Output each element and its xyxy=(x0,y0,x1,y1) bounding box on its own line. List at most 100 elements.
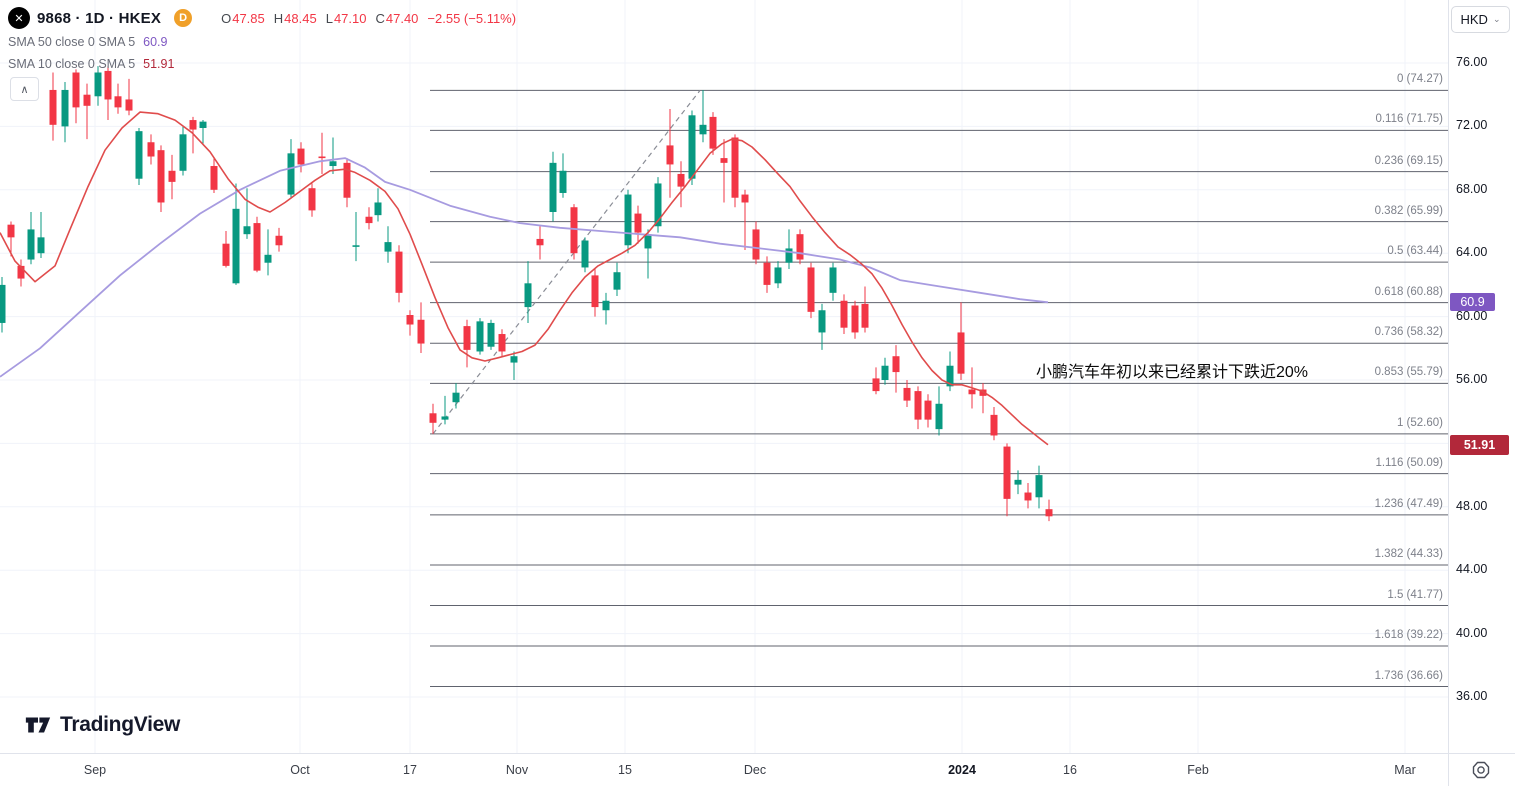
candle xyxy=(179,134,187,171)
time-axis-label: Oct xyxy=(290,763,310,777)
indicator-legend-sma10[interactable]: SMA 10 close 0 SMA 5 51.91 xyxy=(8,57,174,71)
open-value: 47.85 xyxy=(232,10,265,26)
chart-text-annotation[interactable]: 小鹏汽车年初以来已经累计下跌近20% xyxy=(1036,364,1309,381)
price-axis-label: 72.00 xyxy=(1456,118,1488,133)
candle xyxy=(125,99,133,111)
candle xyxy=(49,89,57,125)
candle xyxy=(591,275,599,308)
time-axis-label: Dec xyxy=(743,763,767,777)
candle xyxy=(243,226,251,235)
candle xyxy=(135,131,143,179)
price-axis-label: 60.00 xyxy=(1456,308,1488,323)
candle xyxy=(114,96,122,108)
candle xyxy=(840,300,848,328)
candle xyxy=(634,213,642,233)
fib-level-label: 0 (74.27) xyxy=(1396,73,1443,86)
candle xyxy=(829,267,837,293)
candle xyxy=(222,243,230,266)
open-label: O xyxy=(221,10,232,26)
candle xyxy=(1014,479,1022,485)
candle xyxy=(17,265,25,279)
candle xyxy=(892,356,900,373)
currency-selector-button[interactable]: HKD ⌄ xyxy=(1451,6,1510,33)
candle xyxy=(365,216,373,224)
candle xyxy=(990,414,998,436)
fib-level-label: 1.236 (47.49) xyxy=(1374,497,1443,510)
fib-level-label: 0.236 (69.15) xyxy=(1374,154,1443,167)
indicator-value: 60.9 xyxy=(143,35,168,49)
tradingview-logo-icon xyxy=(25,717,51,733)
candle xyxy=(654,183,662,227)
symbol-legend[interactable]: ✕ 9868 · 1D · HKEX D O47.85 H48.45 L47.1… xyxy=(8,6,516,30)
chart-canvas[interactable] xyxy=(0,0,1448,753)
candle xyxy=(624,194,632,246)
candle xyxy=(796,234,804,260)
candle xyxy=(463,326,471,350)
candle xyxy=(570,207,578,254)
candle xyxy=(1003,446,1011,499)
candle xyxy=(709,116,717,149)
candle xyxy=(818,310,826,333)
candle xyxy=(417,319,425,344)
candle xyxy=(168,170,176,182)
fib-level-label: 0.618 (60.88) xyxy=(1374,285,1443,298)
price-axis-label: 56.00 xyxy=(1456,372,1488,386)
low-value: 47.10 xyxy=(333,10,367,26)
candle xyxy=(189,120,197,130)
candle xyxy=(924,400,932,420)
candle xyxy=(147,142,155,157)
candle xyxy=(807,267,815,312)
candle xyxy=(429,413,437,423)
candle xyxy=(536,238,544,246)
candle xyxy=(602,300,610,311)
fib-level-label: 1 (52.60) xyxy=(1396,416,1443,429)
candle xyxy=(0,284,6,323)
price-badge: 51.91 xyxy=(1450,434,1509,455)
time-axis-label: 15 xyxy=(618,763,632,777)
instant-order-placement-icon[interactable] xyxy=(1470,759,1492,781)
candle xyxy=(752,229,760,260)
candle xyxy=(297,148,305,165)
candle xyxy=(210,166,218,190)
price-axis[interactable]: 76.00 72.00 68.00 64.00 60.00 56.00 48.00 44.00… xyxy=(1448,0,1515,753)
time-axis[interactable]: Sep Oct 17 Nov 15 Dec 2024 16 Feb Mar xyxy=(0,753,1515,786)
low-label: L xyxy=(325,10,333,26)
legend-collapse-button[interactable]: ∧ xyxy=(10,77,39,101)
change-value: −2.55 (−5.11%) xyxy=(427,10,517,26)
candle xyxy=(37,237,45,254)
candle xyxy=(677,173,685,187)
chevron-down-icon: ⌄ xyxy=(1492,14,1501,24)
price-badge: 60.9 xyxy=(1450,293,1495,312)
candle xyxy=(581,240,589,268)
candle xyxy=(157,150,165,203)
candle xyxy=(384,242,392,252)
time-axis-label: 2024 xyxy=(948,763,976,777)
candle xyxy=(946,365,954,387)
price-axis-label: 40.00 xyxy=(1456,625,1488,640)
candle xyxy=(861,303,869,328)
candle xyxy=(1024,492,1032,501)
candle xyxy=(741,194,749,203)
candle xyxy=(352,245,360,247)
symbol-logo-icon: ✕ xyxy=(8,7,30,29)
candle xyxy=(441,416,449,420)
tradingview-watermark[interactable]: TradingView xyxy=(24,711,180,739)
candle xyxy=(968,389,976,395)
high-value: 48.45 xyxy=(284,10,317,26)
candle xyxy=(94,72,102,97)
candle xyxy=(613,272,621,290)
candle xyxy=(1045,509,1053,517)
candle xyxy=(559,170,567,193)
interval-badge: D xyxy=(174,9,193,27)
candle xyxy=(264,254,272,263)
candle xyxy=(253,223,261,271)
candle xyxy=(785,248,793,263)
fib-level-label: 1.382 (44.33) xyxy=(1374,547,1443,560)
candle xyxy=(374,202,382,216)
candle xyxy=(199,121,207,128)
candle xyxy=(27,229,35,260)
candle xyxy=(395,251,403,293)
time-axis-label: 17 xyxy=(403,763,417,777)
indicator-legend-sma50[interactable]: SMA 50 close 0 SMA 5 60.9 xyxy=(8,35,168,49)
